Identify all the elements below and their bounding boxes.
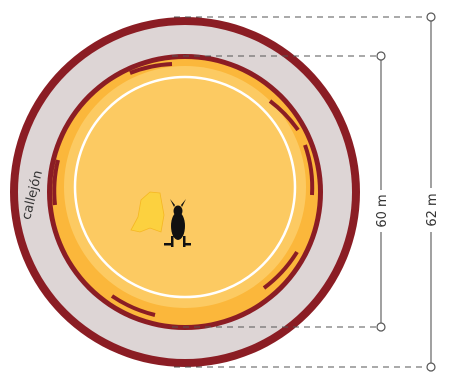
dimension-endpoints bbox=[376, 12, 436, 372]
outer-label-bg bbox=[422, 188, 440, 232]
cape-icon bbox=[130, 191, 165, 233]
burladero-bottom bbox=[110, 294, 156, 317]
burladero-top-right bbox=[268, 99, 300, 132]
tercio-line bbox=[73, 75, 297, 299]
burladero-left bbox=[52, 159, 60, 206]
arena-inner-sand bbox=[64, 66, 306, 308]
burladeros bbox=[52, 62, 315, 317]
outer-diameter-label: 62 m bbox=[425, 193, 440, 226]
bull-silhouette-icon bbox=[164, 199, 191, 247]
inner-diameter-label: 60 m bbox=[375, 194, 390, 227]
burladero-lower-right bbox=[262, 250, 299, 290]
burladero-top bbox=[129, 62, 173, 75]
inner-label-bg bbox=[372, 190, 390, 232]
burladero-right bbox=[303, 144, 315, 196]
